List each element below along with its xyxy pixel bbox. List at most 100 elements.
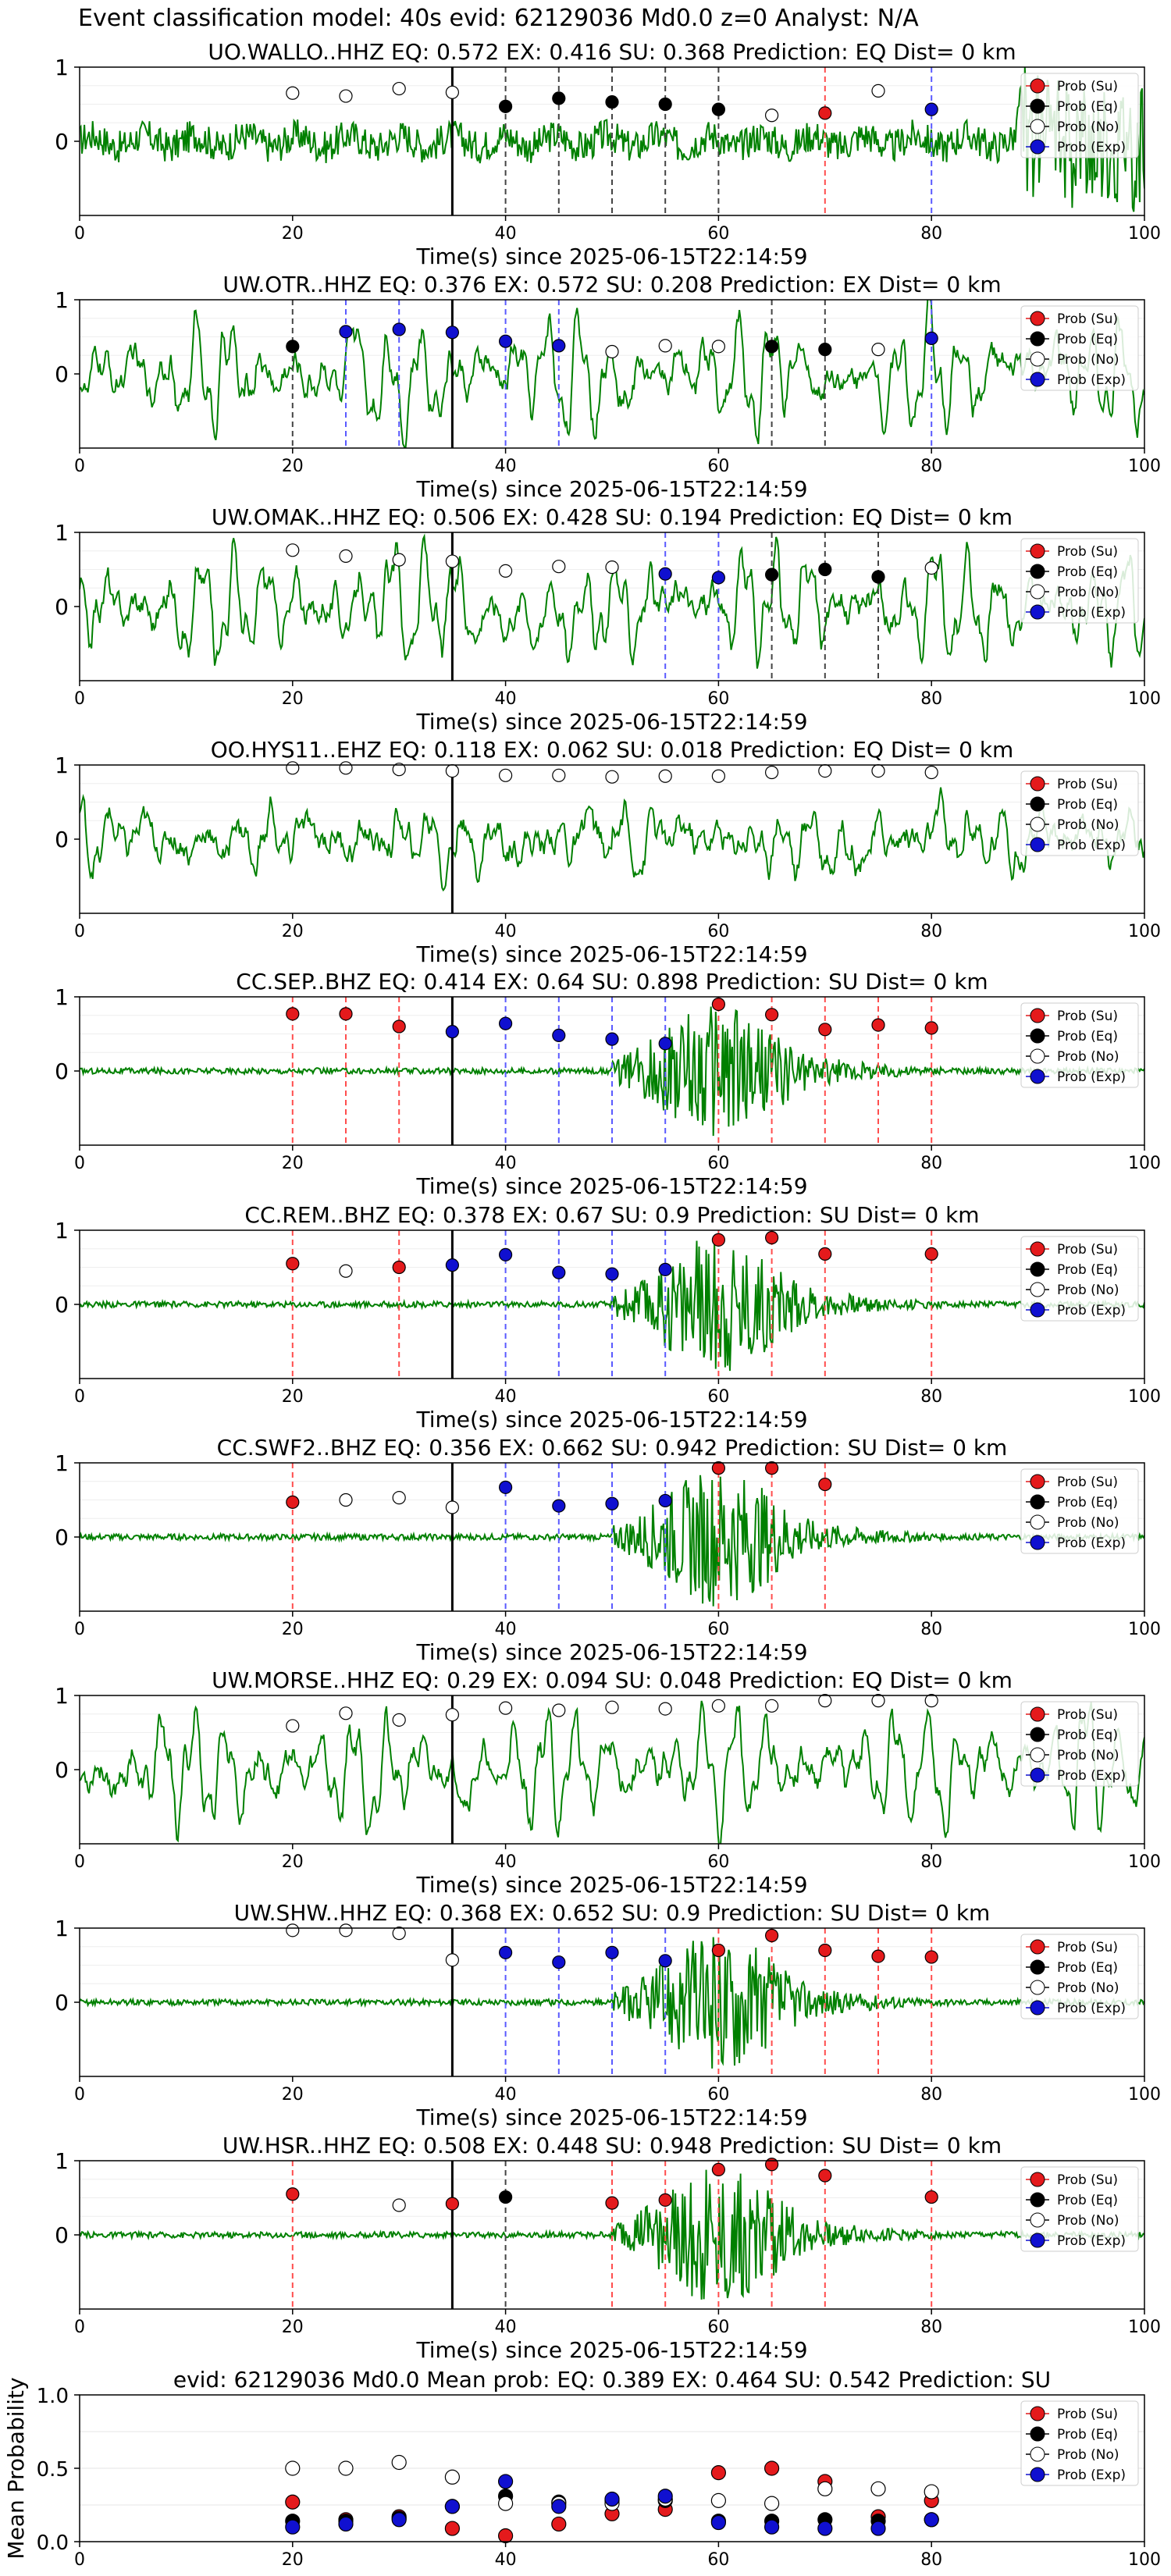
prob-marker-exp	[924, 331, 938, 345]
prob-marker-exp	[658, 1954, 672, 1968]
prob-marker-no	[339, 1264, 353, 1278]
x-tick-label: 40	[495, 1620, 517, 1639]
mean-marker-exp	[604, 2491, 620, 2507]
chart-panel-5: 0 20 40 60 80 100 1 0 CC.SEP..BHZ EQ: 0.414 EX: …	[55, 969, 1161, 1199]
legend-marker	[1030, 1069, 1045, 1084]
x-axis-label: Time(s) since 2025-06-15T22:14:59	[415, 1872, 807, 1898]
y-tick-label: 0.0	[37, 2532, 69, 2555]
legend-label: Prob (Eq)	[1057, 1262, 1118, 1278]
x-tick-label: 100	[1128, 224, 1161, 244]
prob-marker-no	[445, 1500, 460, 1514]
mean-marker-no	[497, 2496, 514, 2511]
prob-marker-eq	[658, 97, 672, 112]
plot-area	[80, 2161, 1144, 2309]
prob-marker-su	[286, 1007, 300, 1021]
legend-label: Prob (Su)	[1057, 79, 1118, 94]
prob-marker-su	[286, 1257, 300, 1271]
prob-marker-su	[871, 1018, 885, 1032]
legend-marker	[1030, 351, 1045, 367]
waveform-trace	[80, 2169, 1144, 2300]
x-tick-label: 40	[495, 457, 517, 476]
panel-title: CC.REM..BHZ EQ: 0.378 EX: 0.67 SU: 0.9 P…	[244, 1202, 979, 1228]
x-tick-label: 80	[920, 224, 942, 244]
x-tick-label: 60	[707, 689, 729, 709]
x-tick-label: 60	[707, 224, 729, 244]
prob-marker-no	[445, 763, 460, 778]
legend-marker	[1030, 1028, 1045, 1044]
prob-marker-exp	[498, 334, 513, 348]
prob-marker-su	[924, 1247, 938, 1261]
legend-marker	[1030, 796, 1045, 812]
mean-marker-no	[285, 2460, 301, 2476]
prob-marker-no	[924, 560, 938, 575]
prob-marker-eq	[498, 99, 513, 113]
x-tick-label: 20	[282, 1620, 304, 1639]
x-tick-label: 80	[920, 689, 942, 709]
y-tick-label: 1	[55, 2148, 69, 2174]
x-tick-label: 40	[495, 2550, 517, 2570]
axes-frame	[79, 299, 1145, 449]
mean-marker-no	[338, 2460, 354, 2476]
mean-marker-no	[924, 2484, 939, 2500]
prob-marker-no	[339, 761, 353, 775]
plot-area	[80, 1230, 1144, 1379]
legend-label: Prob (Exp)	[1057, 2467, 1126, 2483]
x-tick-label: 80	[920, 1154, 942, 1173]
x-axis-label: Time(s) since 2025-06-15T22:14:59	[415, 1407, 807, 1432]
prob-marker-no	[286, 86, 300, 100]
prob-marker-exp	[552, 1499, 566, 1513]
legend-box	[1020, 1934, 1139, 2019]
panel-title: CC.SWF2..BHZ EQ: 0.356 EX: 0.662 SU: 0.9…	[217, 1435, 1008, 1461]
x-tick-label: 100	[1128, 689, 1161, 709]
prob-marker-no	[818, 763, 832, 778]
mean-marker-exp	[870, 2521, 886, 2536]
x-tick-label: 20	[282, 224, 304, 244]
prob-marker-su	[818, 2169, 832, 2183]
legend-label: Prob (Eq)	[1057, 1727, 1118, 1743]
y-tick-label: 0	[55, 361, 69, 387]
x-tick-label: 20	[282, 1387, 304, 1407]
y-tick-label: 0	[55, 1525, 69, 1550]
prob-marker-no	[498, 564, 513, 578]
prob-marker-exp	[711, 571, 726, 585]
legend-label: Prob (No)	[1057, 119, 1119, 135]
legend-marker	[1030, 1747, 1045, 1763]
legend-marker	[1030, 2467, 1045, 2482]
prob-marker-su	[818, 106, 832, 120]
panel-title: UW.HSR..HHZ EQ: 0.508 EX: 0.448 SU: 0.94…	[222, 2133, 1002, 2158]
x-tick-label: 100	[1128, 1154, 1161, 1173]
plot-area	[80, 532, 1144, 681]
x-tick-label: 80	[920, 1620, 942, 1639]
y-tick-label: 0	[55, 1059, 69, 1084]
prob-marker-exp	[498, 1945, 513, 1959]
prob-marker-no	[445, 85, 460, 99]
x-tick-label: 0	[74, 224, 85, 244]
legend-label: Prob (No)	[1057, 352, 1119, 368]
prob-marker-exp	[658, 1037, 672, 1051]
prob-marker-no	[658, 1702, 672, 1716]
y-tick-label: 1	[55, 520, 69, 546]
x-tick-label: 20	[282, 1852, 304, 1872]
prob-marker-no	[392, 553, 406, 567]
legend-box	[1020, 1002, 1139, 1088]
prob-marker-no	[498, 1701, 513, 1715]
prob-marker-eq	[498, 2190, 513, 2204]
legend-marker	[1030, 119, 1045, 134]
waveform-trace	[80, 1937, 1144, 2069]
mean-marker-exp	[551, 2499, 567, 2514]
prob-marker-su	[711, 997, 726, 1012]
prob-marker-exp	[498, 1247, 513, 1261]
mean-marker-no	[817, 2481, 833, 2496]
legend-label: Prob (No)	[1057, 1049, 1119, 1065]
x-tick-label: 80	[920, 457, 942, 476]
legend-marker	[1030, 2212, 1045, 2228]
prob-marker-exp	[552, 1265, 566, 1279]
chart-panel-6: 0 20 40 60 80 100 1 0 CC.REM..BHZ EQ: 0.378 EX: …	[55, 1202, 1161, 1432]
prob-marker-no	[392, 1927, 406, 1941]
y-tick-label: 1	[55, 984, 69, 1010]
x-axis-label: Time(s) since 2025-06-15T22:14:59	[415, 2105, 807, 2130]
waveform-trace	[80, 1700, 1144, 1844]
waveform-trace	[80, 787, 1144, 892]
plot-area	[80, 1463, 1144, 1611]
mean-marker-su	[497, 2528, 514, 2544]
